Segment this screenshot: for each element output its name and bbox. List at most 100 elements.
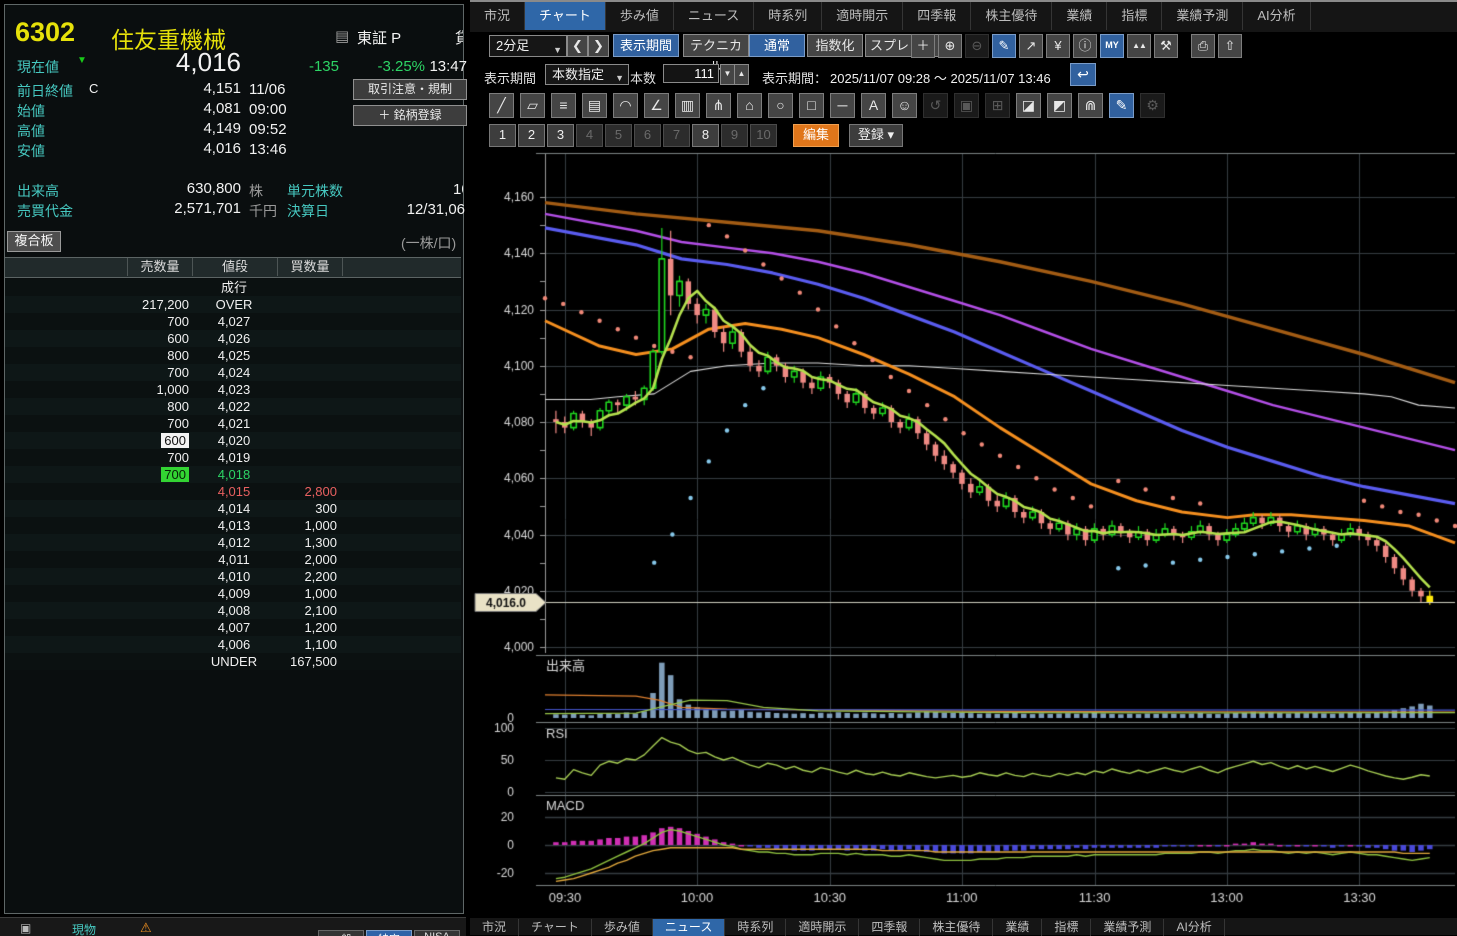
count-up-button[interactable]: ▲ [734, 64, 749, 85]
page-button-登録 ▾[interactable]: 登録 ▾ [849, 124, 903, 147]
top-tab-10[interactable]: 業績予測 [1162, 2, 1243, 30]
bottom-tab-7[interactable]: 株主優待 [920, 919, 993, 936]
icon-stamp-icon[interactable]: ☺ [892, 93, 917, 118]
bottom-tab-9[interactable]: 指標 [1042, 919, 1091, 936]
top-tab-4[interactable]: 時系列 [754, 2, 822, 30]
scale-mode-button-1[interactable]: 指数化 [807, 34, 863, 57]
fan-lines-icon[interactable]: ∠ [644, 93, 669, 118]
table-row[interactable]: 4,0121,300 [5, 534, 461, 551]
ellipse-icon[interactable]: ○ [768, 93, 793, 118]
top-tab-3[interactable]: ニュース [674, 2, 754, 30]
pitchfork-icon[interactable]: ⋔ [706, 93, 731, 118]
top-tab-6[interactable]: 四季報 [903, 2, 971, 30]
bottom-tab-5[interactable]: 適時開示 [786, 919, 859, 936]
table-row[interactable]: 217,200OVER [5, 296, 461, 313]
print-icon[interactable]: ⎙ [1191, 34, 1215, 58]
trend-pointer-icon[interactable]: ↗ [1019, 34, 1043, 58]
page-button-2[interactable]: 2 [518, 124, 545, 147]
top-tab-0[interactable]: 市況 [470, 2, 525, 30]
table-row[interactable]: 7004,024 [5, 364, 461, 381]
reset-range-button[interactable]: ↩ [1070, 63, 1096, 86]
trade-caution-button[interactable]: 取引注意・規制 [353, 79, 467, 100]
table-row[interactable]: 7004,027 [5, 313, 461, 330]
bottom-tab-3[interactable]: ニュース [653, 919, 725, 936]
table-row[interactable]: 8004,025 [5, 347, 461, 364]
table-row[interactable]: 4,0082,100 [5, 602, 461, 619]
parallel-lines-icon[interactable]: ▤ [582, 93, 607, 118]
page-button-1[interactable]: 1 [489, 124, 516, 147]
table-row[interactable]: 6004,020 [5, 432, 461, 449]
table-row[interactable]: 4,0102,200 [5, 568, 461, 585]
eraser-icon[interactable]: ◪ [1016, 93, 1041, 118]
top-tab-9[interactable]: 指標 [1107, 2, 1162, 30]
table-row[interactable]: 7004,019 [5, 449, 461, 466]
trendline-icon[interactable]: ╱ [489, 93, 514, 118]
table-row[interactable]: UNDER167,500 [5, 653, 461, 670]
table-row[interactable]: 4,0131,000 [5, 517, 461, 534]
table-row[interactable]: 1,0004,023 [5, 381, 461, 398]
count-mode-select[interactable]: 本数指定 ▼ [545, 64, 629, 85]
table-row[interactable]: 4,0152,800 [5, 483, 461, 500]
bottom-tab-1[interactable]: チャート [519, 919, 592, 936]
register-symbol-button[interactable]: ＋ 銘柄登録 [353, 105, 467, 126]
pentagon-icon[interactable]: ⌂ [737, 93, 762, 118]
rectangle-icon[interactable]: □ [799, 93, 824, 118]
fibonacci-arc-icon[interactable]: ◠ [613, 93, 638, 118]
my-chart-icon[interactable]: MY [1100, 34, 1124, 58]
table-row[interactable]: 7004,021 [5, 415, 461, 432]
top-tab-1[interactable]: チャート [525, 2, 606, 30]
table-row[interactable]: 4,014300 [5, 500, 461, 517]
bottom-tab-2[interactable]: 歩み値 [592, 919, 653, 936]
bottom-tab-4[interactable]: 時系列 [725, 919, 786, 936]
page-button-8[interactable]: 8 [692, 124, 719, 147]
bottom-tab-0[interactable]: 市況 [470, 919, 519, 936]
zoom-in-icon[interactable]: ⊕ [938, 34, 962, 58]
bottom-tab-8[interactable]: 業績 [993, 919, 1042, 936]
price-chart-canvas[interactable] [470, 150, 1457, 910]
timeframe-select[interactable]: 2分足 ▼ [489, 35, 567, 57]
vertical-lines-icon[interactable]: ▥ [675, 93, 700, 118]
account-category-button-2[interactable]: NISA [414, 930, 460, 936]
bottom-tab-10[interactable]: 業績予測 [1091, 919, 1164, 936]
text-icon[interactable]: A [861, 93, 886, 118]
table-row[interactable]: 6004,026 [5, 330, 461, 347]
top-tab-5[interactable]: 適時開示 [822, 2, 903, 30]
lock-drawing-icon[interactable]: ✎ [1109, 93, 1134, 118]
prev-button[interactable]: ❮ [567, 35, 588, 57]
erase-all-icon[interactable]: ◩ [1047, 93, 1072, 118]
top-tab-2[interactable]: 歩み値 [606, 2, 674, 30]
composite-board-button[interactable]: 複合板 [7, 231, 61, 252]
period-mode-button-1[interactable]: テクニカル [683, 34, 749, 57]
horizontal-lines-icon[interactable]: ≡ [551, 93, 576, 118]
info-icon[interactable]: ⓘ [1073, 34, 1097, 58]
area-chart-icon[interactable]: ▲▲ [1127, 34, 1151, 58]
horizontal-segment-icon[interactable]: ─ [830, 93, 855, 118]
draw-pencil-icon[interactable]: ✎ [992, 34, 1016, 58]
scale-mode-button-0[interactable]: 通常 [749, 34, 805, 57]
table-row[interactable]: 4,0061,100 [5, 636, 461, 653]
top-tab-11[interactable]: AI分析 [1243, 2, 1310, 30]
table-row[interactable]: 4,0091,000 [5, 585, 461, 602]
table-row[interactable]: 成行 [5, 279, 461, 296]
page-button-3[interactable]: 3 [547, 124, 574, 147]
top-tab-7[interactable]: 株主優待 [971, 2, 1052, 30]
add-chart-icon[interactable]: ＋ [911, 34, 935, 58]
account-category-button-1[interactable]: 特定 [366, 930, 412, 936]
table-row[interactable]: 7004,018 [5, 466, 461, 483]
yen-axis-icon[interactable]: ¥ [1046, 34, 1070, 58]
count-input[interactable]: 111 [663, 64, 719, 83]
magnet-icon[interactable]: ⋒ [1078, 93, 1103, 118]
top-tab-8[interactable]: 業績 [1052, 2, 1107, 30]
table-row[interactable]: 8004,022 [5, 398, 461, 415]
table-row[interactable]: 4,0112,000 [5, 551, 461, 568]
next-button[interactable]: ❯ [588, 35, 609, 57]
period-mode-button-0[interactable]: 表示期間 [613, 34, 679, 57]
bottom-tab-11[interactable]: AI分析 [1164, 919, 1224, 936]
ruler-icon[interactable]: ▱ [520, 93, 545, 118]
popout-icon[interactable]: ⇧ [1218, 34, 1242, 58]
account-category-button-0[interactable]: 一般 [318, 930, 364, 936]
count-down-button[interactable]: ▼ [720, 64, 735, 85]
table-row[interactable]: 4,0071,200 [5, 619, 461, 636]
bottom-tab-6[interactable]: 四季報 [859, 919, 920, 936]
wrench-icon[interactable]: ⚒ [1154, 34, 1178, 58]
